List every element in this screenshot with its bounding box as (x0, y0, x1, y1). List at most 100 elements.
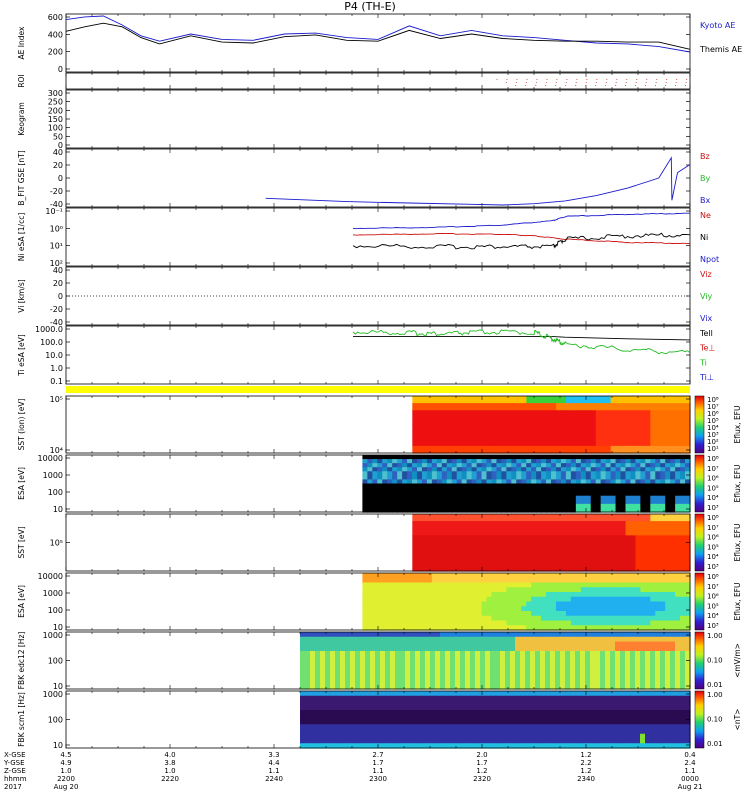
esa_elec-heatmap (362, 573, 691, 631)
heatmap-cell (570, 499, 577, 505)
heatmap-cell (525, 705, 531, 711)
heatmap-cell (520, 655, 526, 662)
heatmap-cell (585, 705, 591, 711)
heatmap-cell (610, 582, 617, 588)
heatmap-cell (412, 507, 418, 513)
heatmap-cell (521, 563, 527, 572)
heatmap-cell (526, 556, 532, 565)
heatmap-cell (387, 620, 393, 626)
heatmap-cell (665, 646, 671, 652)
heatmap-cell (555, 674, 561, 681)
heatmap-cell (595, 651, 601, 657)
heatmap-cell (585, 674, 591, 681)
heatmap-cell (516, 491, 522, 497)
heatmap-cell (600, 431, 607, 440)
heatmap-cell (550, 684, 556, 690)
heatmap-cell (585, 503, 592, 509)
heatmap-cell (417, 577, 423, 584)
heatmap-cell (415, 743, 421, 749)
heatmap-cell (385, 665, 391, 671)
heatmap-cell (495, 641, 501, 647)
heatmap-cell (570, 710, 576, 716)
heatmap-cell (590, 499, 597, 505)
heatmap-cell (655, 514, 661, 522)
heatmap-cell (441, 503, 448, 509)
heatmap-cell (470, 695, 476, 702)
heatmap-cell (630, 503, 636, 509)
heatmap-cell (555, 503, 562, 509)
heatmap-cell (535, 670, 541, 676)
heatmap-cell (580, 491, 587, 497)
heatmap-cell (560, 582, 567, 588)
heatmap-cell (435, 636, 441, 643)
heatmap-cell (670, 483, 676, 489)
heatmap-cell (635, 670, 641, 676)
heatmap-cell (490, 719, 496, 725)
heatmap-cell (635, 636, 641, 643)
heatmap-cell (480, 636, 486, 643)
heatmap-cell (362, 601, 368, 607)
heatmap-cell (397, 491, 403, 497)
heatmap-cell (660, 463, 666, 468)
heatmap-cell (580, 625, 587, 631)
heatmap-cell (437, 445, 443, 454)
heatmap-cell (565, 459, 572, 464)
heatmap-cell (495, 710, 501, 716)
heatmap-cell (397, 620, 403, 626)
heatmap-cell (480, 641, 486, 647)
heatmap-cell (555, 455, 562, 460)
heatmap-cell (430, 724, 436, 730)
heatmap-cell (516, 592, 522, 598)
heatmap-cell (655, 471, 661, 476)
heatmap-cell (325, 719, 331, 725)
heatmap-cell (680, 596, 686, 603)
heatmap-cell (490, 674, 496, 681)
heatmap-cell (375, 695, 381, 702)
heatmap-cell (365, 733, 371, 740)
heatmap-cell (335, 719, 341, 725)
heatmap-cell (546, 471, 552, 476)
heatmap-cell (375, 660, 381, 666)
heatmap-cell (570, 714, 576, 721)
heatmap-cell (675, 700, 681, 706)
heatmap-cell (685, 463, 691, 468)
heatmap-cell (400, 660, 406, 666)
heatmap-cell (430, 636, 436, 643)
heatmap-cell (365, 670, 371, 676)
heatmap-cell (410, 632, 416, 638)
heatmap-cell (310, 738, 316, 744)
heatmap-cell (400, 733, 406, 740)
heatmap-cell (670, 549, 676, 558)
heatmap-cell (456, 620, 463, 626)
heatmap-cell (365, 691, 371, 697)
heatmap-cell (491, 606, 498, 612)
heatmap-cell (387, 467, 393, 472)
heatmap-cell (450, 651, 456, 657)
heatmap-cell (385, 655, 391, 662)
heatmap-cell (365, 641, 371, 647)
heatmap-cell (471, 479, 478, 485)
heatmap-cell (546, 592, 552, 598)
heatmap-cell (535, 674, 541, 681)
heatmap-cell (476, 438, 483, 447)
heatmap-cell (570, 582, 577, 588)
heatmap-cell (590, 705, 596, 711)
heatmap-cell (605, 592, 612, 598)
heatmap-cell (451, 491, 458, 497)
heatmap-cell (540, 719, 546, 725)
heatmap-cell (377, 463, 383, 468)
heatmap-cell (630, 625, 636, 631)
heatmap-cell (500, 719, 506, 725)
heatmap-cell (595, 670, 601, 676)
heatmap-cell (392, 573, 398, 579)
heatmap-cell (550, 691, 556, 697)
heatmap-cell (355, 651, 361, 657)
heatmap-cell (635, 674, 641, 681)
heatmap-cell (360, 660, 366, 666)
heatmap-cell (476, 542, 483, 551)
heatmap-cell (565, 582, 572, 588)
heatmap-cell (461, 601, 468, 607)
heatmap-cell (422, 535, 428, 544)
heatmap-cell (655, 625, 661, 631)
heatmap-cell (320, 655, 326, 662)
